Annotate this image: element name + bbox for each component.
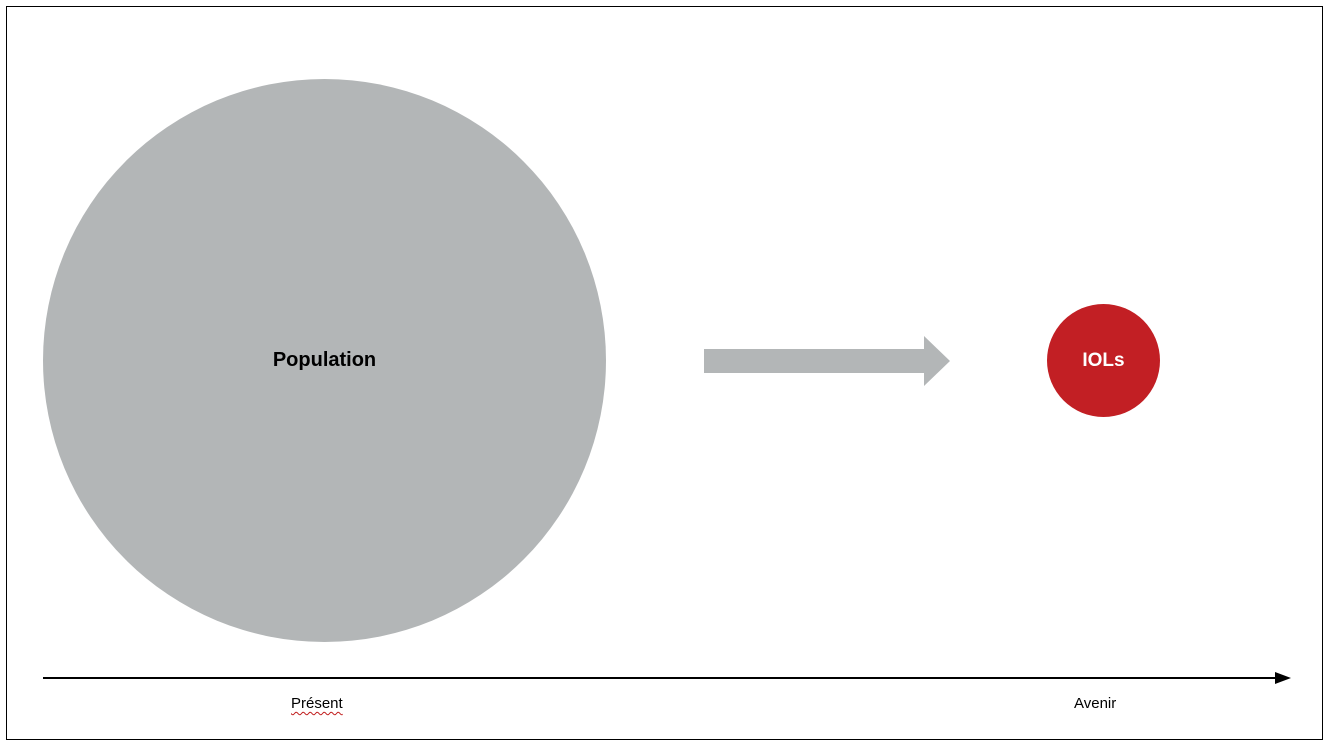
timeline-start-label: Présent	[291, 695, 343, 712]
timeline-axis	[43, 672, 1291, 684]
iols-label: IOLs	[1082, 349, 1125, 371]
slide-frame	[6, 6, 1323, 740]
transition-arrow	[704, 336, 950, 386]
population-label: Population	[272, 349, 377, 371]
iols-circle: IOLs	[1047, 304, 1160, 417]
timeline-end-label: Avenir	[1074, 695, 1117, 712]
transition-arrow-shape	[704, 336, 950, 386]
timeline-arrowhead	[1275, 672, 1291, 684]
population-circle: Population	[43, 79, 606, 642]
